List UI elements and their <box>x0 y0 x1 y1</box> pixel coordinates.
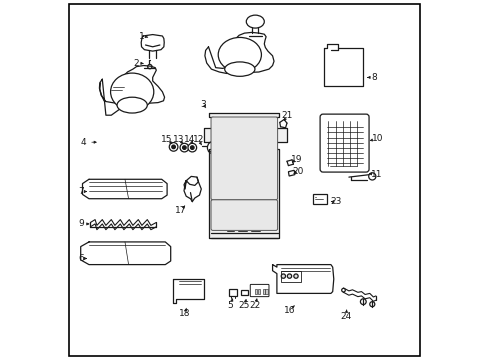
Polygon shape <box>288 170 294 176</box>
Ellipse shape <box>224 62 254 76</box>
Text: 21: 21 <box>281 111 292 120</box>
Circle shape <box>180 143 188 152</box>
Polygon shape <box>99 66 164 115</box>
Text: 1: 1 <box>139 32 144 41</box>
Text: 11: 11 <box>370 170 382 179</box>
Text: 12: 12 <box>192 135 203 144</box>
Text: 6: 6 <box>79 254 84 263</box>
Ellipse shape <box>117 97 147 113</box>
Polygon shape <box>323 44 363 86</box>
Circle shape <box>368 173 375 180</box>
Bar <box>254 289 256 294</box>
FancyBboxPatch shape <box>211 200 277 230</box>
Circle shape <box>281 274 285 278</box>
FancyBboxPatch shape <box>250 284 268 297</box>
Ellipse shape <box>246 15 264 28</box>
Polygon shape <box>81 242 170 265</box>
Text: 8: 8 <box>370 73 376 82</box>
Text: 15: 15 <box>161 135 172 144</box>
Text: 4: 4 <box>80 138 86 147</box>
Text: 18: 18 <box>179 310 190 319</box>
Text: 24: 24 <box>340 312 351 321</box>
Text: 20: 20 <box>292 166 304 176</box>
Bar <box>262 289 264 294</box>
Bar <box>265 289 267 294</box>
Bar <box>281 271 301 282</box>
Polygon shape <box>172 279 204 303</box>
Circle shape <box>171 145 175 149</box>
FancyBboxPatch shape <box>320 114 368 172</box>
Polygon shape <box>204 32 273 73</box>
Polygon shape <box>272 265 333 293</box>
Bar <box>241 290 247 295</box>
Text: 16: 16 <box>283 306 295 315</box>
Bar <box>258 289 260 294</box>
Text: 23: 23 <box>330 197 341 206</box>
Text: 19: 19 <box>290 155 302 163</box>
Text: 14: 14 <box>183 135 195 144</box>
Circle shape <box>341 288 345 292</box>
Circle shape <box>207 141 220 154</box>
Bar <box>228 289 236 296</box>
Text: 2: 2 <box>133 59 139 68</box>
Text: 7: 7 <box>79 187 84 196</box>
Circle shape <box>360 299 366 305</box>
Text: 13: 13 <box>173 135 184 144</box>
Text: 22: 22 <box>249 301 261 310</box>
Ellipse shape <box>218 37 261 72</box>
Ellipse shape <box>110 73 153 111</box>
Text: 10: 10 <box>371 134 383 143</box>
Text: 3: 3 <box>200 100 205 109</box>
Text: 9: 9 <box>79 220 84 229</box>
Polygon shape <box>82 179 167 199</box>
Circle shape <box>369 302 374 307</box>
Polygon shape <box>141 35 164 51</box>
Text: 5: 5 <box>227 301 232 310</box>
Circle shape <box>169 143 178 151</box>
Text: 25: 25 <box>238 301 250 310</box>
Circle shape <box>187 143 196 152</box>
Circle shape <box>293 274 298 278</box>
Circle shape <box>287 274 291 278</box>
Text: 17: 17 <box>175 206 186 215</box>
Bar <box>312 194 326 204</box>
Circle shape <box>182 146 186 149</box>
Polygon shape <box>203 113 286 238</box>
Circle shape <box>147 64 152 69</box>
FancyBboxPatch shape <box>211 117 277 200</box>
Polygon shape <box>183 176 198 189</box>
Circle shape <box>190 146 194 149</box>
